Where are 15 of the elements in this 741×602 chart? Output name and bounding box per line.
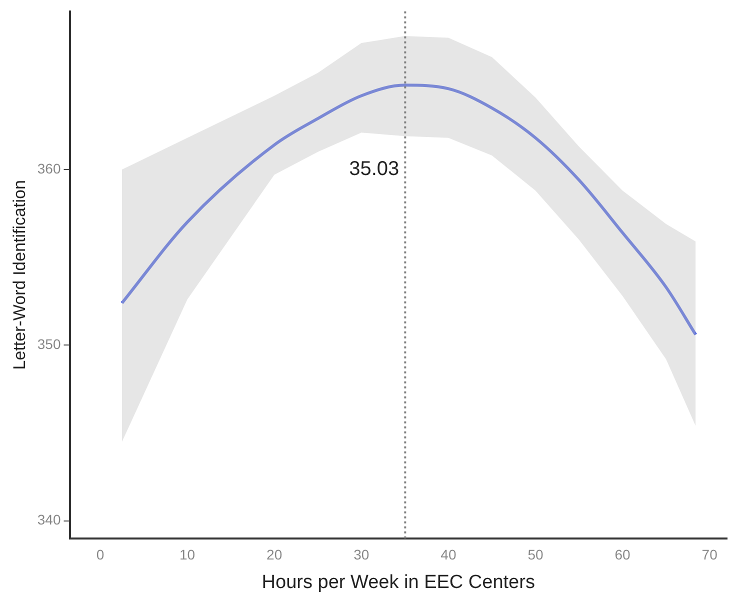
- y-axis-title: Letter-Word Identification: [10, 180, 29, 370]
- y-tick-label: 360: [37, 160, 61, 176]
- x-tick-label: 0: [96, 546, 104, 563]
- x-tick-label: 60: [614, 546, 631, 563]
- x-tick-label: 50: [528, 546, 544, 563]
- x-axis-title: Hours per Week in EEC Centers: [262, 572, 535, 593]
- x-tick-label: 30: [354, 546, 370, 563]
- x-tick-label: 10: [179, 546, 196, 563]
- y-tick-label: 340: [37, 512, 61, 528]
- x-tick-label: 40: [440, 546, 456, 563]
- line-series: [120, 84, 698, 336]
- x-tick-label: 70: [702, 546, 718, 563]
- x-tick-label: 20: [266, 546, 282, 563]
- ref-line-label: 35.03: [349, 158, 400, 180]
- y-tick-label: 350: [37, 336, 61, 352]
